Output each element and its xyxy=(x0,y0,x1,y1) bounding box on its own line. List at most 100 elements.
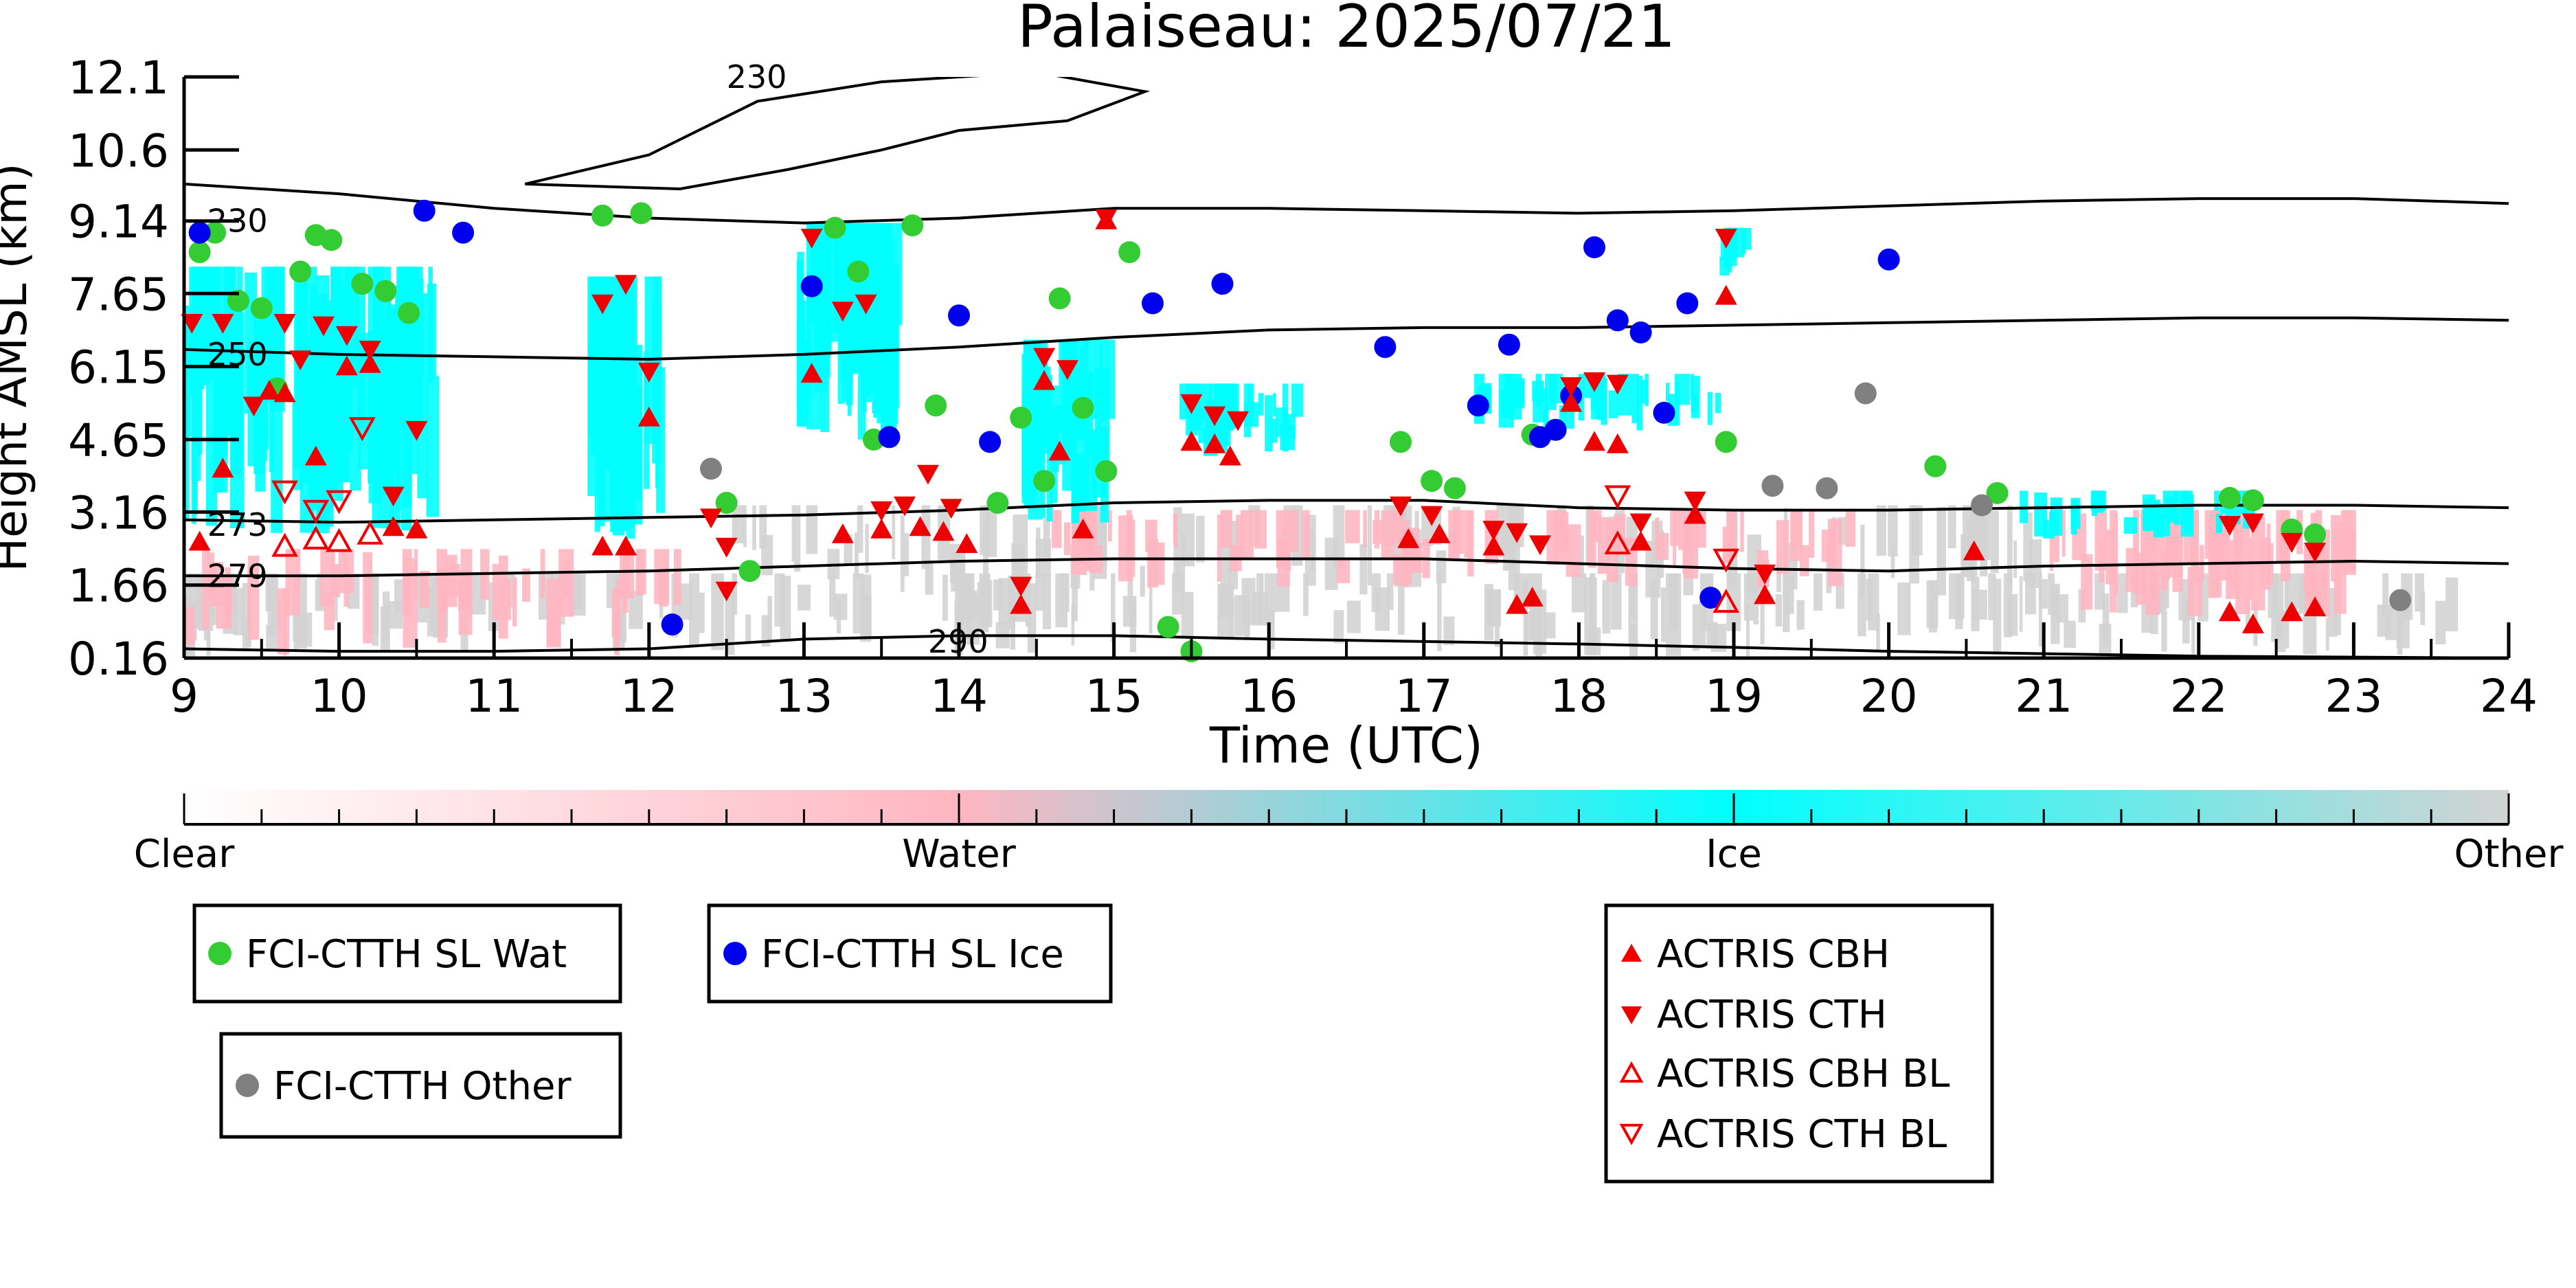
data-point xyxy=(302,499,330,524)
classification-cell xyxy=(1247,383,1254,425)
legend-actris-cth-marker xyxy=(1621,1006,1642,1024)
data-point xyxy=(289,350,312,370)
data-point xyxy=(1498,333,1520,356)
classification-cell xyxy=(2214,490,2219,511)
classification-cell xyxy=(184,607,196,645)
data-point xyxy=(1676,292,1699,315)
data-point xyxy=(1428,523,1451,543)
data-point xyxy=(1180,431,1203,451)
classification-cell xyxy=(993,579,1004,611)
classification-cell xyxy=(868,237,873,320)
y-tick-label: 9.14 xyxy=(68,196,169,249)
data-point xyxy=(1629,513,1652,534)
classification-cell xyxy=(1065,573,1070,612)
data-point xyxy=(1390,431,1412,453)
classification-cell xyxy=(1110,573,1116,642)
data-point xyxy=(1467,394,1489,417)
classification-cell xyxy=(1055,510,1059,544)
classification-cell xyxy=(2325,617,2329,651)
classification-cell xyxy=(2415,573,2424,612)
classification-cell xyxy=(983,523,988,592)
classification-cell xyxy=(806,505,817,554)
classification-cell xyxy=(373,321,386,477)
classification-cell xyxy=(2160,550,2168,590)
classification-cell xyxy=(1196,515,1205,563)
x-axis-ticks: 9 10 11 12 13 14 15 16 17 18 19 20 21 22 23 24 xyxy=(170,622,2538,723)
classification-cell xyxy=(350,355,361,491)
classification-cell xyxy=(1372,520,1383,544)
classification-cell xyxy=(652,298,662,464)
data-point xyxy=(1986,482,2009,504)
classification-cell xyxy=(806,223,810,417)
data-point xyxy=(637,407,660,427)
classification-cell xyxy=(2173,490,2184,525)
classification-cell xyxy=(1783,573,1790,633)
classification-cell xyxy=(1972,589,1979,621)
data-point xyxy=(1219,445,1241,466)
classification-cell xyxy=(780,576,791,640)
classification-cell xyxy=(793,505,801,572)
classification-cell xyxy=(759,505,767,549)
classification-cell xyxy=(629,276,637,446)
classification-cell xyxy=(725,586,735,655)
data-point xyxy=(1142,292,1164,315)
classification-cell xyxy=(292,400,304,490)
classification-cell xyxy=(1072,573,1078,622)
classification-cell xyxy=(1220,510,1233,548)
classification-cell xyxy=(711,573,724,651)
x-tick-label: 13 xyxy=(775,670,833,723)
classification-cell xyxy=(1220,386,1234,431)
classification-cell xyxy=(2149,524,2158,600)
classification-cell xyxy=(571,573,586,616)
classification-cell xyxy=(1181,591,1194,637)
data-point xyxy=(2304,543,2326,563)
classification-cell xyxy=(1838,517,1846,545)
data-point xyxy=(1606,374,1629,395)
x-tick-label: 10 xyxy=(310,670,368,723)
data-point xyxy=(227,289,249,312)
classification-cell xyxy=(1572,573,1587,613)
data-point xyxy=(878,426,901,449)
data-point xyxy=(824,216,846,239)
classification-cell xyxy=(1140,565,1145,597)
legend-fci-wat-label: FCI-CTTH SL Wat xyxy=(246,932,567,977)
classification-cell xyxy=(892,505,896,560)
classification-cell xyxy=(2105,530,2115,585)
data-point xyxy=(637,362,660,383)
classification-cell xyxy=(865,524,869,574)
classification-cell xyxy=(1277,540,1290,587)
data-point xyxy=(188,530,211,551)
legend-fci-ice: FCI-CTTH SL Ice xyxy=(707,903,1113,1004)
classification-cell xyxy=(1692,604,1700,651)
data-point xyxy=(413,199,436,222)
classification-cell xyxy=(1036,528,1041,578)
classification-cell xyxy=(1008,575,1015,629)
classification-cell xyxy=(2382,573,2389,615)
classification-cell xyxy=(1760,579,1765,644)
classification-cell xyxy=(1991,510,1999,574)
classification-cell xyxy=(253,303,266,475)
data-point xyxy=(591,294,614,315)
x-axis-label: Time (UTC) xyxy=(1209,716,1483,774)
classification-cell xyxy=(1254,510,1267,549)
data-point xyxy=(1397,528,1420,548)
data-point xyxy=(212,457,234,478)
classification-cell xyxy=(1043,573,1051,629)
classification-cell xyxy=(2019,576,2023,632)
classification-cell xyxy=(2043,520,2055,539)
data-point xyxy=(2281,601,2303,622)
classification-cell xyxy=(1368,505,1372,586)
legend-fci-ice-marker xyxy=(723,942,747,965)
legend-actris-cbh-label: ACTRIS CBH xyxy=(1657,932,1890,977)
classification-cell xyxy=(1055,573,1067,628)
classification-cell xyxy=(1955,573,1963,629)
classification-cell xyxy=(752,505,756,550)
classification-cell xyxy=(1436,550,1447,584)
data-point xyxy=(901,214,924,237)
data-point xyxy=(1713,589,1740,613)
data-point xyxy=(700,508,722,529)
data-point xyxy=(1604,485,1631,510)
data-point xyxy=(615,535,637,556)
classification-cell xyxy=(925,560,934,595)
